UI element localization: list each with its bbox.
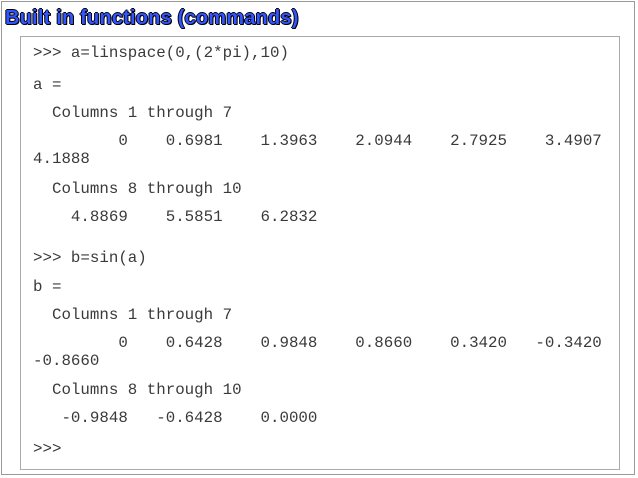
slide-title: Built in functions (commands) bbox=[5, 7, 299, 29]
console-line: a = bbox=[33, 76, 62, 94]
console-line: >>> b=sin(a) bbox=[33, 249, 147, 267]
console-line: Columns 1 through 7 bbox=[33, 104, 233, 122]
console-line: 4.8869 5.5851 6.2832 bbox=[33, 208, 318, 226]
console-line: b = bbox=[33, 278, 62, 296]
console-line: Columns 8 through 10 bbox=[33, 381, 242, 399]
console-box bbox=[20, 36, 620, 470]
console-line: >>> bbox=[33, 440, 62, 458]
console-line: >>> a=linspace(0,(2*pi),10) bbox=[33, 44, 289, 62]
console-line: -0.9848 -0.6428 0.0000 bbox=[33, 409, 318, 427]
console-line: 0 0.6981 1.3963 2.0944 2.7925 3.4907 bbox=[33, 132, 602, 150]
console-line: -0.8660 bbox=[33, 352, 100, 370]
console-line: 0 0.6428 0.9848 0.8660 0.3420 -0.3420 bbox=[33, 334, 602, 352]
console-line: Columns 1 through 7 bbox=[33, 306, 233, 324]
console-line: Columns 8 through 10 bbox=[33, 180, 242, 198]
console-line: 4.1888 bbox=[33, 150, 90, 168]
